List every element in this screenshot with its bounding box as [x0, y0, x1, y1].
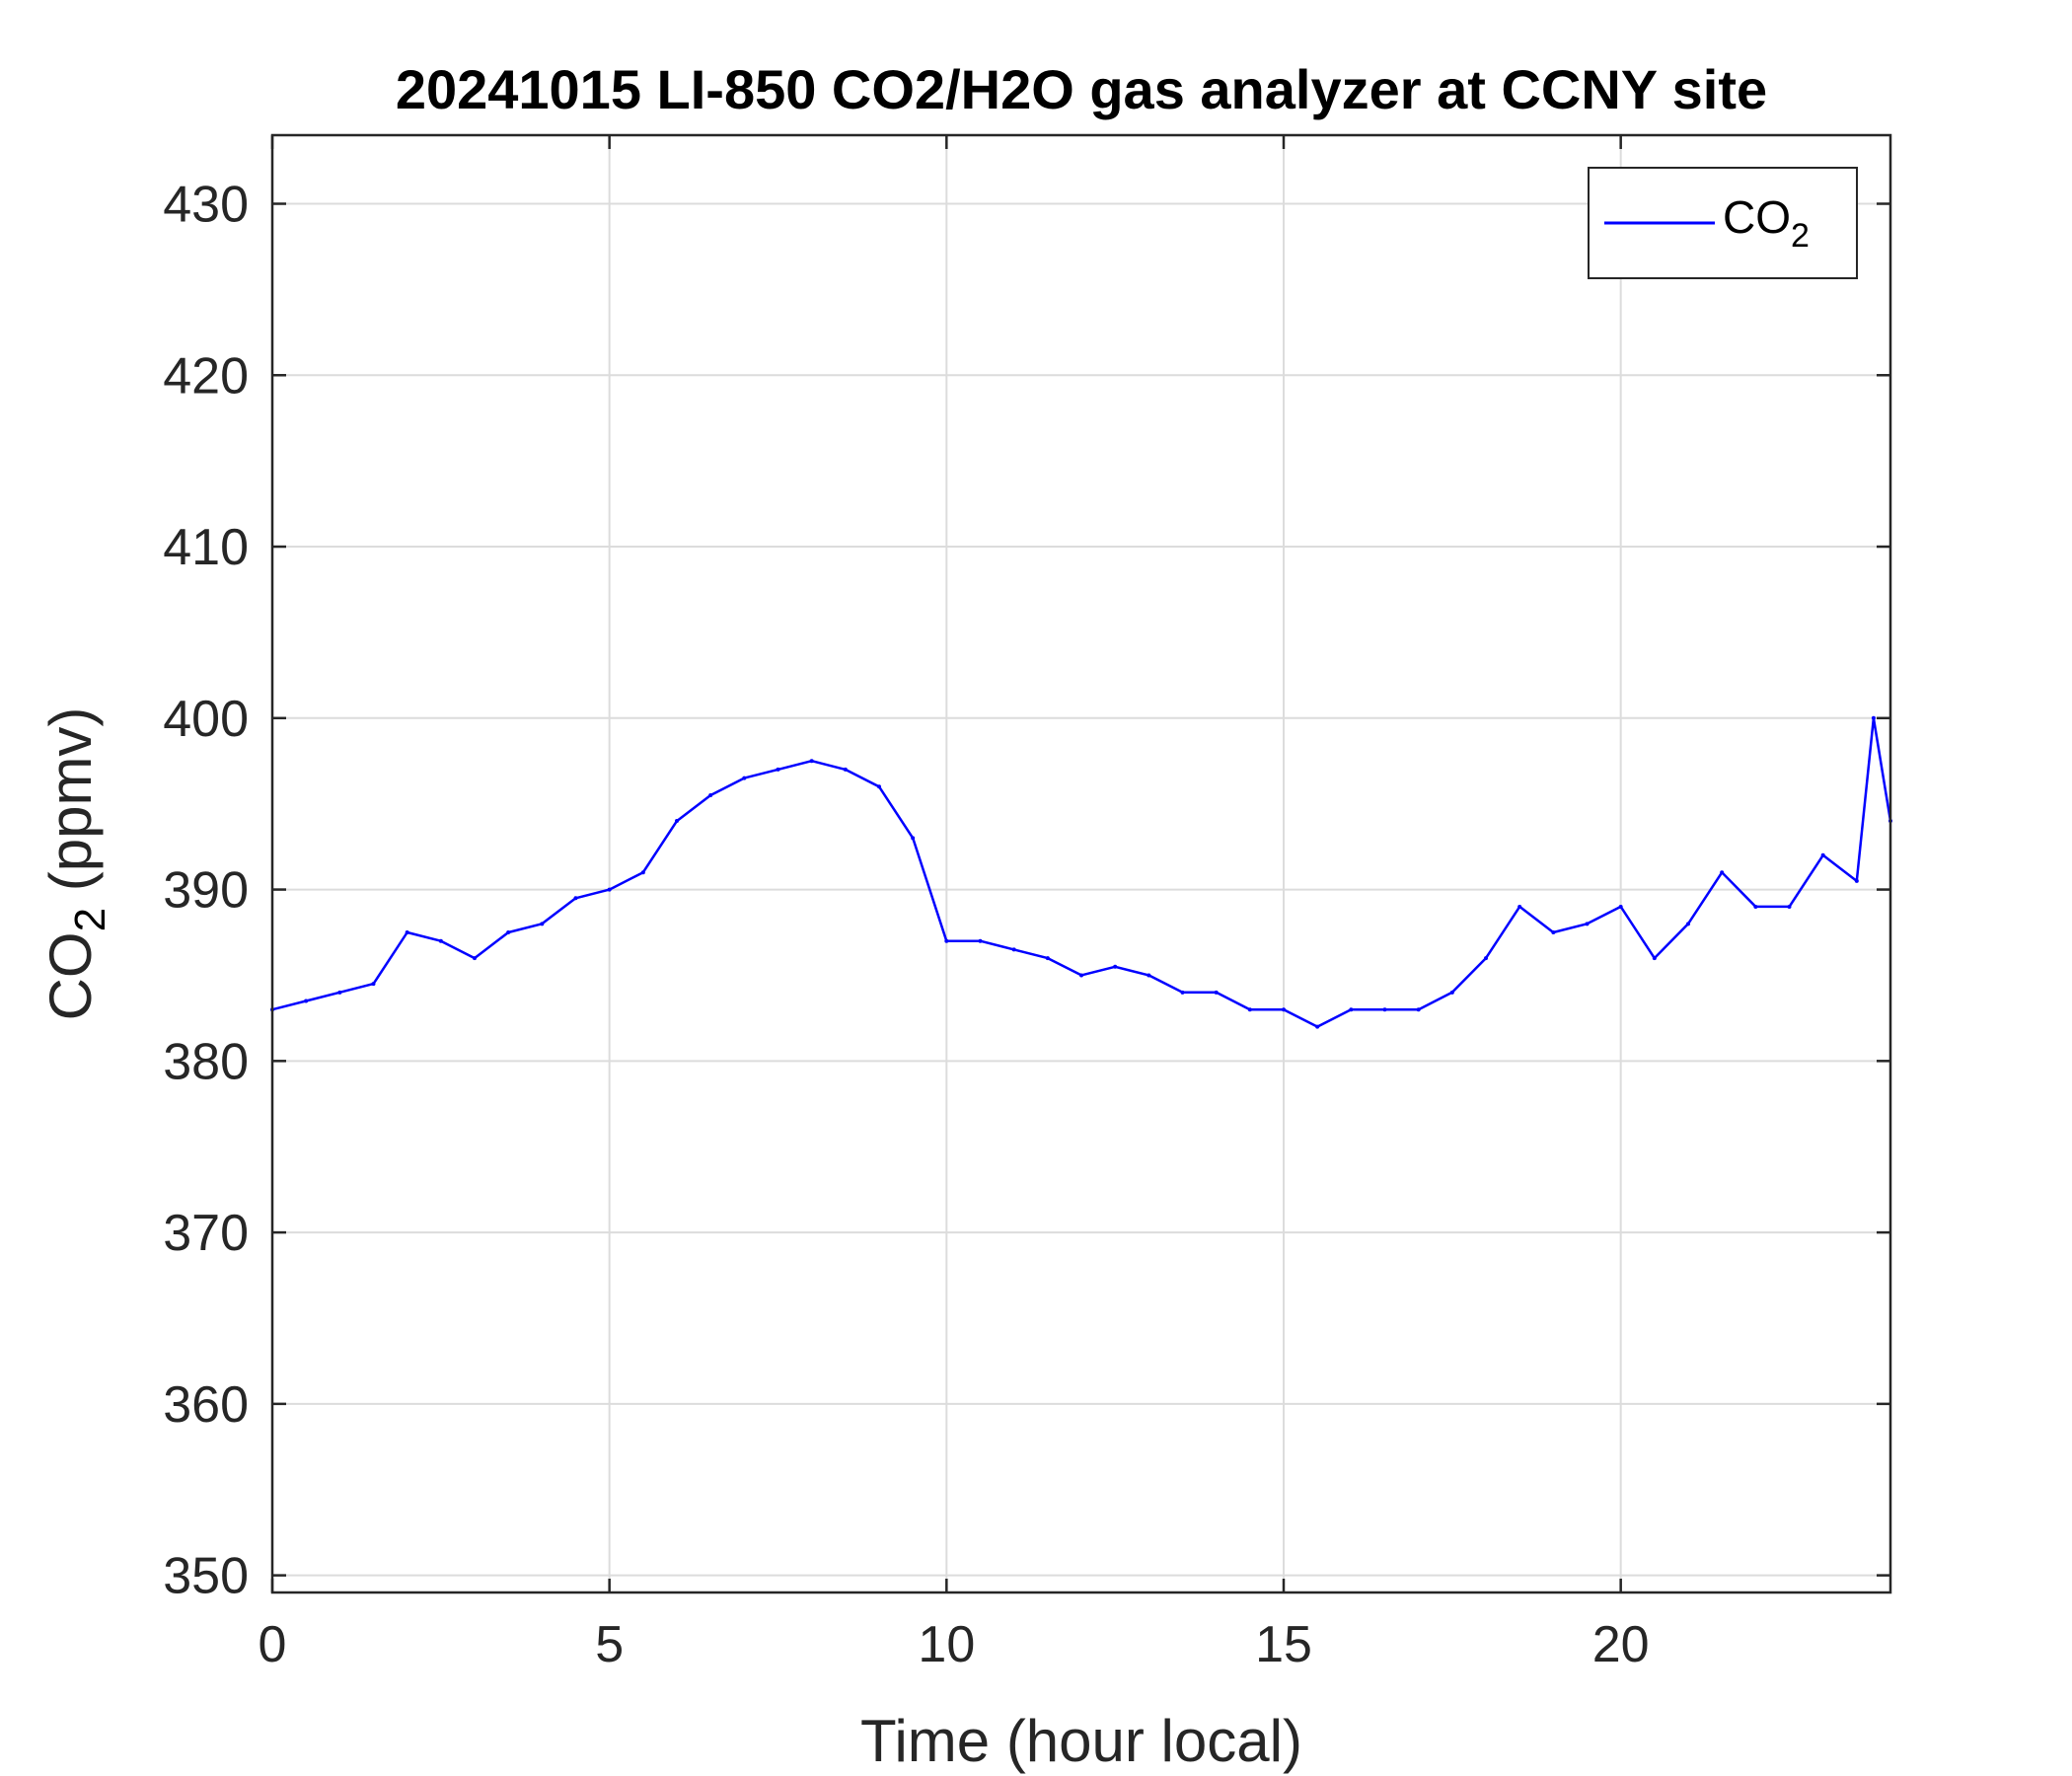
- y-tick-label: 360: [163, 1376, 249, 1434]
- co2-data-point: [607, 887, 612, 892]
- co2-data-point: [473, 956, 477, 961]
- co2-data-point: [337, 990, 342, 995]
- co2-data-point: [809, 759, 814, 764]
- co2-data-point: [1416, 1007, 1421, 1012]
- co2-data-point: [1079, 973, 1083, 978]
- tick-labels: 0 5 10 15 20 350 360 370 380 390 400 410 420 430: [163, 177, 1649, 1673]
- co2-data-point: [1247, 1007, 1252, 1012]
- co2-data-point: [1618, 904, 1623, 909]
- y-axis-label-subscript: 2: [66, 908, 114, 931]
- y-tick-label: 370: [163, 1205, 249, 1262]
- co2-data-point: [1349, 1007, 1354, 1012]
- x-axis-label: Time (hour local): [860, 1708, 1302, 1774]
- co2-data-point: [1214, 990, 1219, 995]
- co2-data-point: [675, 819, 679, 824]
- co2-data-point: [405, 930, 409, 935]
- x-tick-label: 5: [595, 1616, 624, 1673]
- co2-data-point: [1753, 904, 1758, 909]
- tick-marks: [270, 135, 1890, 1592]
- co2-data-point: [1011, 947, 1016, 952]
- legend-label-co2: CO2: [1723, 191, 1810, 255]
- x-tick-label: 20: [1592, 1616, 1650, 1673]
- co2-data-point: [1820, 852, 1825, 857]
- co2-data-point: [304, 999, 309, 1003]
- co2-data-point: [1315, 1024, 1320, 1029]
- co2-data-point: [1585, 922, 1590, 926]
- co2-data-point: [843, 767, 848, 772]
- legend-label-subscript: 2: [1791, 217, 1810, 255]
- co2-data-point: [1282, 1007, 1286, 1012]
- legend[interactable]: CO2: [1588, 167, 1858, 279]
- chart-title: 20241015 LI-850 CO2/H2O gas analyzer at …: [396, 58, 1767, 120]
- co2-data-point: [1484, 956, 1488, 961]
- y-axis-label: CO2 (ppmv): [37, 707, 114, 1021]
- co2-data-point: [1113, 964, 1118, 969]
- co2-data-point: [640, 870, 645, 875]
- series-layer: [270, 715, 1892, 1029]
- co2-data-point: [1787, 904, 1792, 909]
- y-axis-label-main: CO: [37, 931, 104, 1020]
- co2-data-point: [1686, 922, 1690, 926]
- co2-data-point: [911, 836, 916, 841]
- y-tick-label: 410: [163, 519, 249, 576]
- y-tick-label: 390: [163, 862, 249, 920]
- co2-data-point: [1854, 878, 1859, 883]
- co2-data-point: [1871, 715, 1876, 720]
- co2-data-point: [944, 938, 949, 943]
- co2-data-point: [1449, 990, 1454, 995]
- legend-label-main: CO: [1723, 191, 1791, 243]
- co2-data-point: [1551, 930, 1556, 935]
- co2-data-point: [438, 938, 443, 943]
- co2-data-point: [742, 776, 747, 780]
- x-tick-label: 15: [1255, 1616, 1312, 1673]
- x-tick-label: 0: [259, 1616, 287, 1673]
- y-tick-label: 420: [163, 347, 249, 405]
- y-axis-label-unit: (ppmv): [37, 707, 104, 908]
- co2-data-point: [371, 982, 376, 987]
- co2-data-point: [1720, 870, 1725, 875]
- co2-data-point: [1652, 956, 1657, 961]
- grid-lines: [271, 135, 1890, 1592]
- y-tick-label: 430: [163, 177, 249, 234]
- co2-data-point: [1382, 1007, 1387, 1012]
- co2-data-point: [573, 896, 578, 901]
- x-tick-label: 10: [918, 1616, 975, 1673]
- co2-data-point: [540, 922, 545, 926]
- axes-box: [270, 133, 1892, 1594]
- co2-data-point: [776, 767, 780, 772]
- co2-data-point: [708, 792, 713, 797]
- co2-data-point: [978, 938, 983, 943]
- co2-series-line: [271, 716, 1892, 1028]
- co2-data-point: [1045, 956, 1050, 961]
- y-tick-label: 380: [163, 1033, 249, 1090]
- co2-data-point: [1180, 990, 1185, 995]
- co2-data-point: [877, 784, 881, 789]
- y-tick-label: 350: [163, 1548, 249, 1605]
- co2-data-point: [1517, 904, 1522, 909]
- co2-data-point: [506, 930, 511, 935]
- co2-data-point: [1147, 973, 1151, 978]
- y-tick-label: 400: [163, 691, 249, 748]
